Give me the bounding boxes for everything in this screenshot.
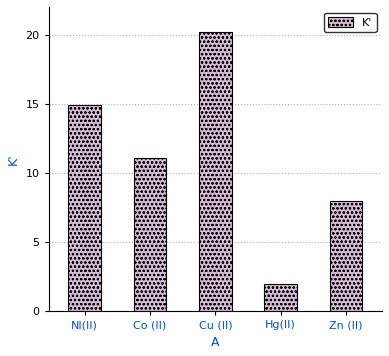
Bar [330, 201, 363, 312]
Bar [68, 105, 101, 312]
Y-axis label: K': K' [7, 153, 20, 165]
X-axis label: A: A [211, 336, 220, 349]
Bar [265, 284, 297, 312]
Legend: K': K' [324, 12, 377, 32]
Bar [199, 32, 232, 312]
Bar [134, 158, 166, 312]
